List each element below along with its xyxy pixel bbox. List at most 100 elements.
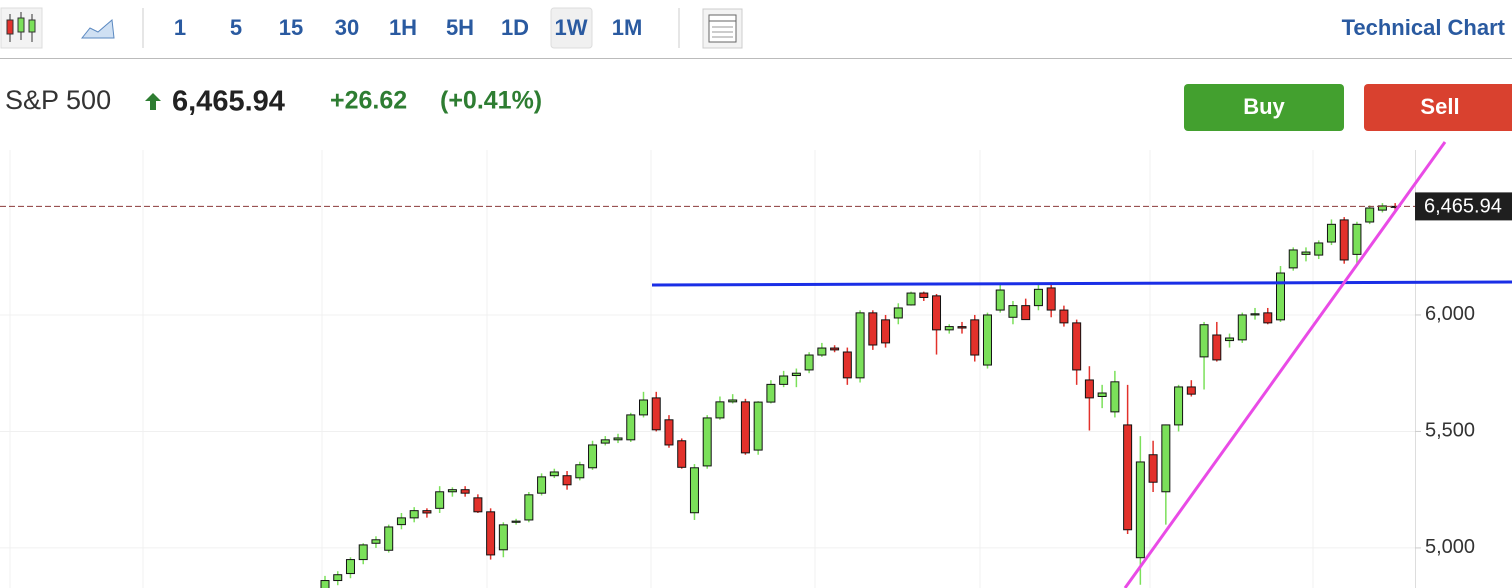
y-tick-label: 5,000 bbox=[1425, 536, 1475, 558]
sell-label[interactable]: Sell bbox=[1420, 94, 1459, 119]
change: +26.62 bbox=[330, 87, 407, 115]
candle-body bbox=[689, 467, 699, 514]
up-arrow bbox=[145, 93, 161, 110]
area-type-button[interactable] bbox=[80, 19, 115, 39]
interval-button[interactable]: 1 bbox=[174, 15, 186, 40]
candle-body bbox=[970, 319, 980, 356]
interval-button[interactable]: 5 bbox=[230, 15, 242, 40]
candle-body bbox=[1110, 381, 1120, 413]
candle-body bbox=[753, 401, 763, 451]
candle-body bbox=[817, 347, 827, 356]
candle-body bbox=[804, 354, 814, 371]
candle-body bbox=[524, 494, 534, 521]
candle-body bbox=[715, 401, 725, 419]
candle-body bbox=[588, 444, 598, 469]
candle-body bbox=[409, 510, 419, 519]
candle-body bbox=[1263, 312, 1273, 324]
candle-body bbox=[1033, 288, 1043, 307]
candle-body bbox=[740, 401, 750, 454]
candle-body bbox=[1212, 334, 1222, 361]
candle-body bbox=[498, 524, 508, 551]
candle-body bbox=[702, 417, 712, 467]
candle-body bbox=[944, 326, 954, 331]
candle-body bbox=[460, 489, 470, 494]
candle-body bbox=[1135, 461, 1145, 559]
interval-button[interactable]: 15 bbox=[279, 15, 303, 40]
candle-body bbox=[639, 399, 648, 416]
candle-body bbox=[575, 464, 585, 479]
interval-button[interactable]: 1M bbox=[612, 15, 643, 40]
candle-body bbox=[1199, 324, 1209, 358]
candle-body bbox=[919, 292, 929, 298]
candle-body bbox=[1225, 337, 1235, 342]
interval-button[interactable]: 30 bbox=[335, 15, 359, 40]
candle-body bbox=[486, 511, 496, 556]
candle-body bbox=[333, 574, 343, 582]
candle-body bbox=[982, 314, 992, 366]
candle-body bbox=[1288, 249, 1298, 269]
candle-body bbox=[1123, 424, 1133, 531]
candle-body bbox=[537, 476, 547, 494]
interval-button[interactable]: 1D bbox=[501, 15, 529, 40]
layout-button[interactable] bbox=[702, 8, 743, 49]
candle-body bbox=[766, 383, 776, 403]
price: 6,465.94 bbox=[172, 86, 285, 118]
candle-body bbox=[1008, 305, 1018, 318]
candle-body bbox=[1237, 314, 1247, 341]
candle-body bbox=[435, 491, 445, 509]
y-tick-label: 6,000 bbox=[1425, 303, 1475, 325]
candle-body bbox=[422, 510, 432, 514]
change-percent: (+0.41%) bbox=[440, 87, 542, 115]
candle-body bbox=[371, 539, 381, 544]
interval-button[interactable]: 5H bbox=[446, 15, 474, 40]
candle-body bbox=[1339, 219, 1349, 261]
candle-body bbox=[893, 307, 903, 319]
candle-body bbox=[728, 399, 738, 403]
last-price-tag bbox=[1415, 192, 1512, 221]
candle-body bbox=[384, 526, 394, 551]
candle-body bbox=[677, 440, 687, 468]
candle-body bbox=[1148, 454, 1158, 483]
candle-body bbox=[1365, 207, 1375, 223]
candle-body bbox=[1021, 305, 1031, 321]
candle-body bbox=[791, 372, 801, 377]
candle-body bbox=[855, 312, 865, 379]
buy-button[interactable]: Buy bbox=[1184, 84, 1344, 131]
candle-body bbox=[957, 326, 967, 329]
candle-body bbox=[906, 292, 916, 306]
candle-body bbox=[1174, 386, 1184, 426]
buy-label[interactable]: Buy bbox=[1243, 94, 1285, 119]
candle-body bbox=[1276, 272, 1285, 321]
rising-trendline[interactable] bbox=[1123, 141, 1447, 588]
candlestick-type-button[interactable] bbox=[0, 7, 43, 49]
candle-body bbox=[1250, 313, 1260, 316]
candle-body bbox=[358, 544, 368, 561]
candle-body bbox=[1301, 251, 1311, 255]
candle-body bbox=[1084, 379, 1094, 399]
last-price-label: 6,465.94 bbox=[1424, 196, 1502, 218]
candle-body bbox=[1072, 322, 1082, 371]
candle-body bbox=[396, 517, 406, 526]
candle-body bbox=[600, 439, 610, 444]
candle-body bbox=[664, 419, 674, 446]
candle-body bbox=[447, 489, 457, 493]
horizontal-trendline[interactable] bbox=[651, 280, 1512, 287]
interval-button[interactable]: 1W bbox=[555, 15, 588, 40]
vertical-grid bbox=[9, 150, 1314, 588]
candle-body bbox=[1046, 287, 1056, 311]
candle-body bbox=[1059, 309, 1069, 324]
candle-body bbox=[868, 312, 878, 346]
interval-button[interactable]: 1H bbox=[389, 15, 417, 40]
candle-body bbox=[830, 347, 840, 351]
technical-chart-link[interactable]: Technical Chart bbox=[1342, 15, 1506, 40]
candle-body bbox=[1326, 223, 1336, 243]
candle-body bbox=[626, 414, 636, 441]
sell-button[interactable]: Sell bbox=[1364, 84, 1512, 131]
candle-body bbox=[613, 437, 623, 441]
candle-body bbox=[473, 497, 483, 513]
candle-body bbox=[549, 471, 559, 477]
candle-body bbox=[651, 397, 661, 431]
candle-body bbox=[779, 375, 789, 385]
candle-body bbox=[842, 351, 852, 379]
